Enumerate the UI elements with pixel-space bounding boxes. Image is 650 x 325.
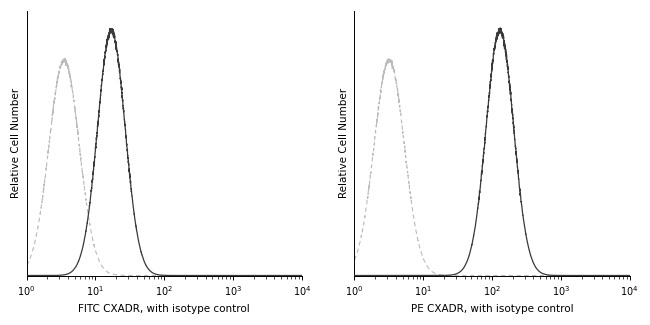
X-axis label: PE CXADR, with isotype control: PE CXADR, with isotype control bbox=[411, 304, 573, 314]
X-axis label: FITC CXADR, with isotype control: FITC CXADR, with isotype control bbox=[79, 304, 250, 314]
Y-axis label: Relative Cell Number: Relative Cell Number bbox=[339, 88, 349, 198]
Y-axis label: Relative Cell Number: Relative Cell Number bbox=[11, 88, 21, 198]
